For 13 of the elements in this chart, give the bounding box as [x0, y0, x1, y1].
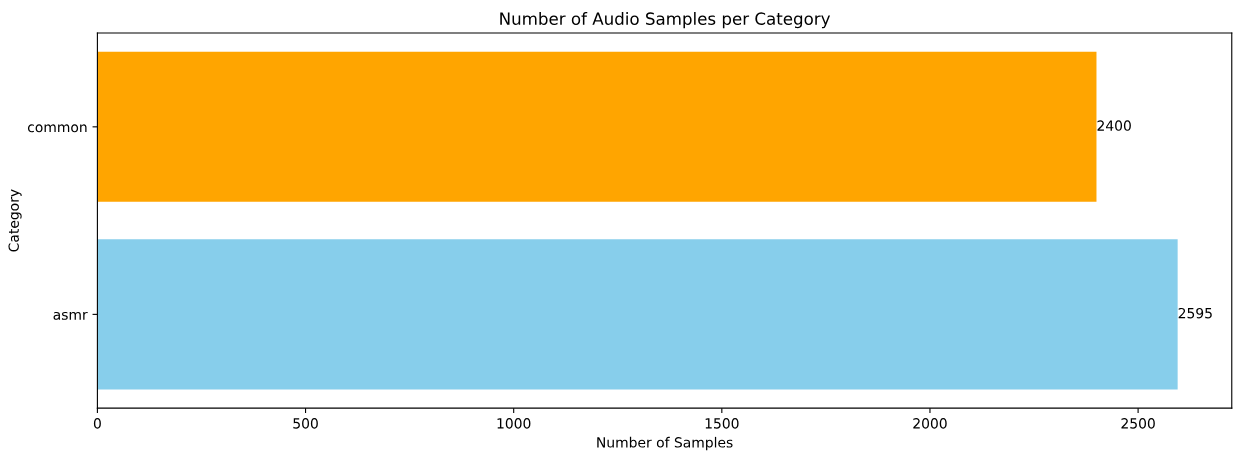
x-tick-label: 2000 — [913, 418, 947, 429]
y-tick-label: common — [27, 124, 87, 133]
x-axis-title: Number of Samples — [597, 436, 733, 451]
y-tick-label: asmr — [53, 311, 88, 320]
x-tick-label: 0 — [93, 418, 101, 429]
x-tick-label: 2500 — [1121, 418, 1155, 429]
data-label: 2400 — [1097, 120, 1131, 131]
x-tick-label: 500 — [293, 418, 318, 429]
chart-title: Number of Audio Samples per Category — [500, 12, 831, 29]
x-tick-label: 1000 — [497, 418, 531, 429]
y-axis-title: Category — [8, 189, 22, 252]
x-tick-label: 1500 — [705, 418, 739, 429]
data-label: 2595 — [1178, 307, 1212, 319]
